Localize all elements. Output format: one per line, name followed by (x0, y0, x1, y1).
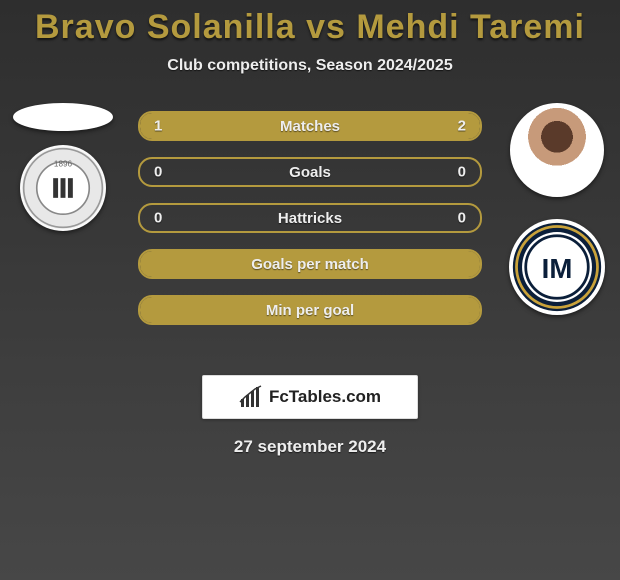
brand-text: FcTables.com (269, 387, 381, 407)
player-right-column: IM (502, 103, 612, 315)
stat-label: Goals (289, 164, 331, 181)
stat-value-left: 1 (154, 118, 162, 135)
stat-value-right: 0 (458, 210, 466, 227)
stat-row: Goals per match (138, 249, 482, 279)
stat-row: Min per goal (138, 295, 482, 325)
player-left-avatar (13, 103, 113, 131)
comparison-area: 1896 IM Matches12Goals00Hattricks00Goals… (0, 103, 620, 363)
player-left-column: 1896 (8, 103, 118, 231)
stat-value-right: 0 (458, 164, 466, 181)
stat-label: Min per goal (266, 302, 354, 319)
inter-crest-icon: IM (511, 221, 603, 313)
stat-label: Goals per match (251, 256, 369, 273)
brand-logo: FcTables.com (202, 375, 418, 419)
stat-row: Goals 0 0 (138, 157, 482, 187)
stat-row: Hattricks 0 0 (138, 203, 482, 233)
svg-text:IM: IM (542, 253, 573, 284)
club-badge-left: 1896 (20, 145, 106, 231)
stat-row: Matches 1 2 (138, 111, 482, 141)
subtitle: Club competitions, Season 2024/2025 (0, 57, 620, 75)
udinese-crest-icon: 1896 (22, 147, 104, 229)
stat-value-left: 0 (154, 164, 162, 181)
date-text: 27 september 2024 (0, 437, 620, 457)
stat-value-right: 2 (458, 118, 466, 135)
infographic: Bravo Solanilla vs Mehdi Taremi Club com… (0, 0, 620, 457)
player-right-avatar (510, 103, 604, 197)
chart-icon (239, 385, 263, 409)
stat-value-left: 0 (154, 210, 162, 227)
stat-label: Hattricks (278, 210, 342, 227)
svg-text:1896: 1896 (54, 160, 73, 169)
club-badge-right: IM (509, 219, 605, 315)
comparison-rows: Matches 1 2 Goals 0 0 Hattricks 0 0 Goals per mat… (138, 95, 482, 341)
stat-label: Matches (280, 118, 340, 135)
page-title: Bravo Solanilla vs Mehdi Taremi (0, 0, 620, 47)
